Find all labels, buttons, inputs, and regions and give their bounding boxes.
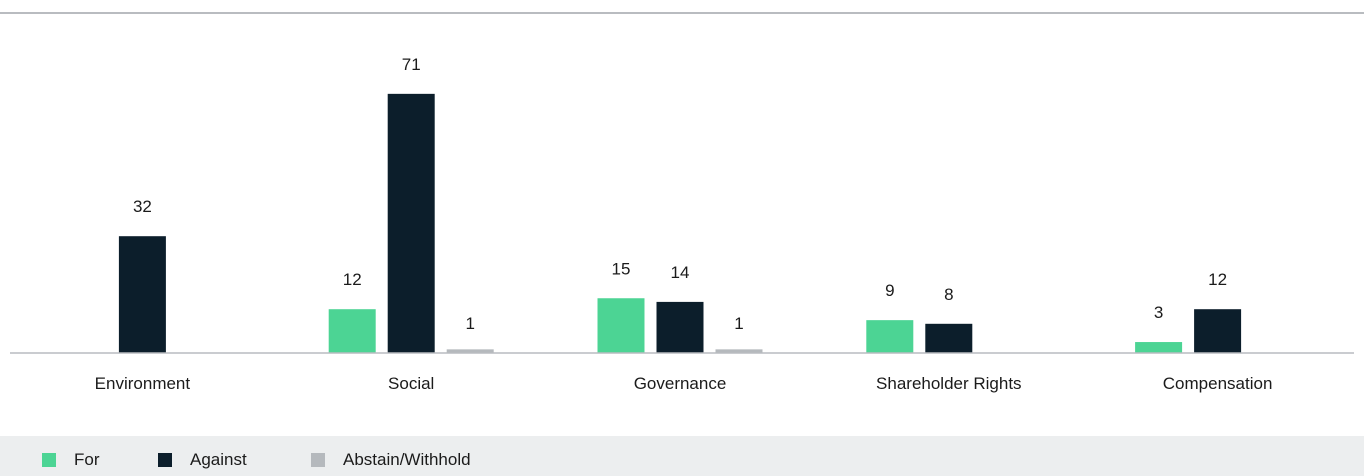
category-label-governance: Governance xyxy=(634,374,727,393)
data-label-social-against: 71 xyxy=(402,55,421,74)
bar-environment-against xyxy=(118,236,166,353)
bar-shareholder-rights-against xyxy=(925,323,973,353)
data-label-compensation-for: 3 xyxy=(1154,303,1163,322)
category-label-compensation: Compensation xyxy=(1163,374,1273,393)
bar-social-for xyxy=(328,309,376,353)
data-label-shareholder-rights-against: 8 xyxy=(944,285,953,304)
category-label-social: Social xyxy=(388,374,434,393)
data-label-governance-abstain: 1 xyxy=(734,314,743,333)
legend-item-abstain: Abstain/Withhold xyxy=(311,450,471,470)
legend: For Against Abstain/Withhold xyxy=(0,436,1364,476)
bar-chart: Environment 32 Social 12 71 1 Governance 15 14 1 S… xyxy=(10,55,1354,393)
legend-item-for: For xyxy=(42,450,100,470)
data-label-compensation-against: 12 xyxy=(1208,270,1227,289)
data-label-governance-against: 14 xyxy=(671,263,690,282)
data-label-governance-for: 15 xyxy=(612,259,631,278)
bar-social-against xyxy=(387,93,435,353)
legend-label-abstain: Abstain/Withhold xyxy=(343,450,471,469)
bar-social-abstain xyxy=(446,349,494,353)
bar-governance-against xyxy=(656,301,704,353)
category-label-environment: Environment xyxy=(95,374,191,393)
bar-compensation-for xyxy=(1135,342,1183,353)
legend-label-for: For xyxy=(74,450,100,469)
top-divider xyxy=(0,12,1364,14)
legend-item-against: Against xyxy=(158,450,247,470)
labels-layer: Environment 32 Social 12 71 1 Governance 15 14 1 S… xyxy=(95,55,1273,393)
bar-compensation-against xyxy=(1194,309,1242,353)
bar-shareholder-rights-for xyxy=(866,320,914,353)
data-label-social-for: 12 xyxy=(343,270,362,289)
bars-layer xyxy=(118,93,1242,353)
bar-governance-for xyxy=(597,298,645,353)
legend-label-against: Against xyxy=(190,450,247,469)
category-label-shareholder-rights: Shareholder Rights xyxy=(876,374,1022,393)
data-label-social-abstain: 1 xyxy=(465,314,474,333)
data-label-shareholder-rights-for: 9 xyxy=(885,281,894,300)
data-label-environment-against: 32 xyxy=(133,197,152,216)
bar-governance-abstain xyxy=(715,349,763,353)
legend-swatch-against xyxy=(158,453,172,467)
legend-swatch-for xyxy=(42,453,56,467)
legend-swatch-abstain xyxy=(311,453,325,467)
